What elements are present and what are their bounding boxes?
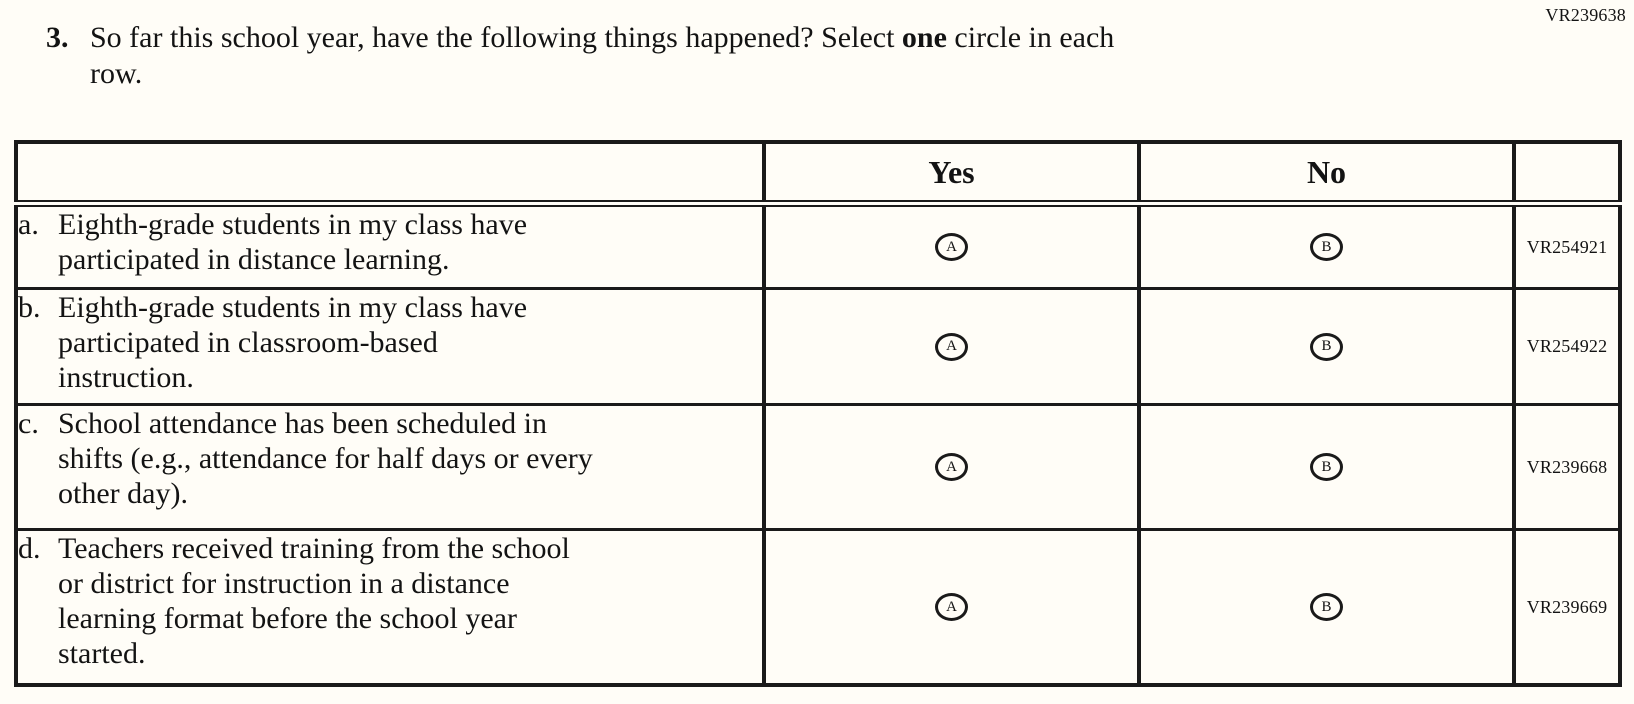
answer-bubble-no-c[interactable]: B (1310, 453, 1343, 481)
table-row-c: c. School attendance has been scheduled … (14, 403, 1622, 531)
row-statement: Eighth-grade students in my class have p… (58, 208, 528, 276)
header-row: Yes No (14, 140, 1622, 207)
question-number: 3. (46, 21, 69, 54)
answer-bubble-yes-d[interactable]: A (935, 593, 968, 621)
answer-bubble-no-d[interactable]: B (1310, 593, 1343, 621)
question-bold-word: one (901, 21, 947, 54)
response-matrix-table: Yes No a. Eighth-grade students in my cl… (14, 140, 1622, 687)
row-letter: b. (18, 291, 41, 324)
header-code-blank (1512, 140, 1622, 207)
answer-bubble-no-b[interactable]: B (1310, 332, 1343, 361)
row-statement: School attendance has been scheduled in … (58, 407, 593, 510)
question-block: 3. So far this school year, have the fol… (46, 20, 1446, 92)
row-code: VR254922 (1512, 287, 1622, 406)
form-code: VR239638 (1545, 5, 1626, 25)
row-code: VR254921 (1512, 202, 1622, 290)
table-row-d: d. Teachers received training from the s… (14, 528, 1622, 687)
question-line1: So far this school year, have the follow… (90, 21, 1115, 54)
question-line2: row. (90, 57, 143, 90)
header-stem-blank (14, 140, 766, 207)
row-statement: Teachers received training from the scho… (58, 532, 570, 670)
row-letter: d. (18, 532, 41, 565)
row-letter: a. (18, 208, 39, 241)
question-text: So far this school year, have the follow… (90, 20, 1114, 92)
row-code: VR239668 (1512, 403, 1622, 531)
row-code: VR239669 (1512, 528, 1622, 687)
header-yes: Yes (762, 140, 1141, 207)
table-row-a: a. Eighth-grade students in my class hav… (14, 202, 1622, 290)
answer-bubble-yes-b[interactable]: A (935, 332, 968, 361)
row-statement: Eighth-grade students in my class have p… (58, 291, 528, 394)
answer-bubble-yes-a[interactable]: A (935, 233, 968, 261)
row-letter: c. (18, 407, 39, 440)
table-row-b: b. Eighth-grade students in my class hav… (14, 287, 1622, 406)
answer-bubble-no-a[interactable]: B (1310, 233, 1343, 261)
answer-bubble-yes-c[interactable]: A (935, 453, 968, 481)
header-no: No (1137, 140, 1516, 207)
